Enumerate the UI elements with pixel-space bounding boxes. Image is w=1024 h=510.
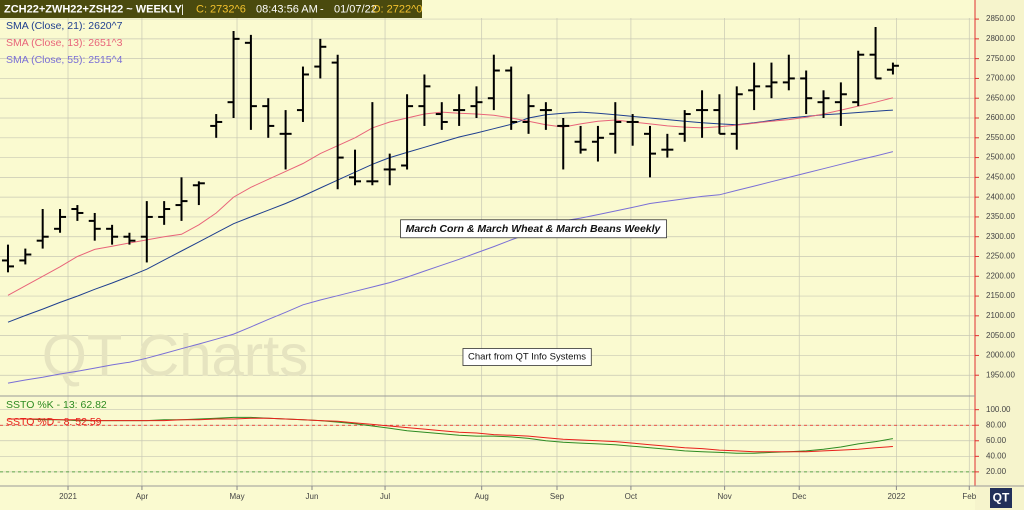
x-tick-label: Sep: [550, 492, 565, 501]
watermark: QT Charts: [42, 323, 308, 388]
x-tick-label: Dec: [792, 492, 806, 501]
y-tick-label: 2350.00: [986, 212, 1015, 221]
y-tick-label: 2300.00: [986, 232, 1015, 241]
y-tick-label: 2650.00: [986, 93, 1015, 102]
x-tick-label: Nov: [717, 492, 731, 501]
y-tick-label: 2250.00: [986, 252, 1015, 261]
annotation: March Corn & March Wheat & March Beans W…: [406, 223, 662, 235]
annotation-box: [462, 348, 592, 366]
logo: QT: [993, 491, 1010, 505]
x-tick-label: Feb: [962, 492, 976, 501]
y-tick-label: 40.00: [986, 451, 1007, 460]
legend-entry: SMA (Close, 13): 2651^3: [6, 37, 123, 49]
y-tick-label: 2150.00: [986, 291, 1015, 300]
header-time: 08:43:56 AM: [256, 3, 318, 15]
y-tick-label: 20.00: [986, 467, 1007, 476]
header-symbol: ZCH22+ZWH22+ZSH22 ~ WEEKLY: [4, 3, 182, 15]
y-tick-label: 2050.00: [986, 331, 1015, 340]
header-bar: [0, 0, 422, 18]
y-tick-label: 2550.00: [986, 133, 1015, 142]
header-date: 01/07/22: [334, 3, 377, 15]
x-tick-label: Aug: [475, 492, 489, 501]
x-tick-label: Jul: [380, 492, 390, 501]
x-tick-label: 2021: [59, 492, 77, 501]
y-tick-label: 2750.00: [986, 54, 1015, 63]
grid: QT Charts: [0, 18, 975, 486]
y-tick-label: 2850.00: [986, 14, 1015, 23]
sma-line: [7, 151, 894, 384]
y-tick-label: 2400.00: [986, 192, 1015, 201]
marks: [1, 26, 899, 454]
logo-box: [990, 488, 1012, 508]
y-tick-label: 100.00: [986, 405, 1011, 414]
header-dash: -: [320, 3, 324, 15]
stoch-line: [8, 417, 893, 453]
y-tick-label: 60.00: [986, 436, 1007, 445]
header-open: O: 2722^0: [372, 3, 422, 15]
legend-entry: SMA (Close, 21): 2620^7: [6, 20, 123, 32]
y-tick-label: 2500.00: [986, 153, 1015, 162]
x-tick-label: Jun: [306, 492, 319, 501]
y-tick-label: 2800.00: [986, 34, 1015, 43]
annotation: Chart from QT Info Systems: [468, 352, 586, 363]
annotation-box: [400, 219, 667, 239]
y-tick-label: 2600.00: [986, 113, 1015, 122]
y-tick-label: 2700.00: [986, 74, 1015, 83]
header-sep: |: [181, 3, 184, 15]
y-tick-label: 2200.00: [986, 271, 1015, 280]
y-tick-label: 1950.00: [986, 370, 1015, 379]
x-tick-label: May: [229, 492, 244, 501]
x-tick-label: Apr: [136, 492, 149, 501]
x-tick-label: Oct: [625, 492, 638, 501]
legend-entry: SSTO %D - 8: 52.59: [6, 416, 102, 428]
sma-line: [7, 97, 894, 296]
legend-entry: SSTO %K - 13: 62.82: [6, 399, 107, 411]
y-tick-label: 2100.00: [986, 311, 1015, 320]
y-tick-label: 2000.00: [986, 351, 1015, 360]
header-close: C: 2732^6: [196, 3, 246, 15]
axis-area: [975, 0, 1024, 510]
y-tick-label: 2450.00: [986, 172, 1015, 181]
legend-entry: SMA (Close, 55): 2515^4: [6, 54, 123, 66]
x-tick-label: 2022: [887, 492, 905, 501]
y-tick-label: 80.00: [986, 420, 1007, 429]
